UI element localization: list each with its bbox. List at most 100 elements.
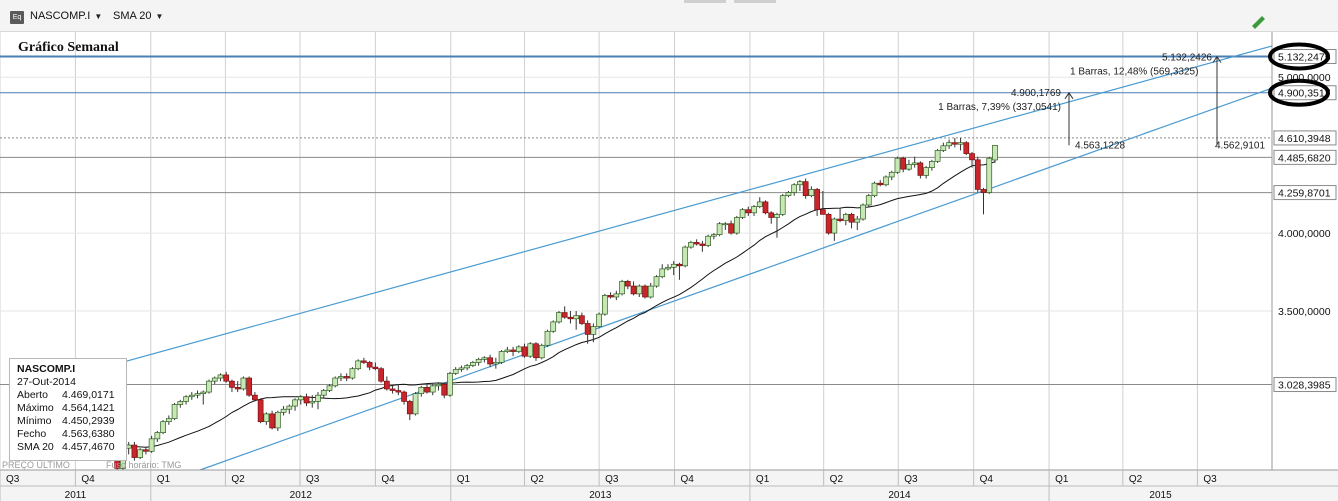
quarter-label: Q2 <box>231 474 245 485</box>
symbol-selector[interactable]: NASCOMP.I ▼ <box>30 10 102 22</box>
candle-up <box>842 214 849 221</box>
candle-down <box>630 285 637 295</box>
y-tick-box <box>1273 49 1337 65</box>
candle-up <box>923 167 929 176</box>
candle-up <box>458 367 465 370</box>
candle-up <box>320 390 327 396</box>
candle-up <box>206 380 212 393</box>
candle-up <box>550 321 557 332</box>
candle-down <box>487 357 493 365</box>
pencil-body <box>1252 16 1265 29</box>
info-row-label: Mínimo <box>17 415 52 427</box>
candle-up <box>556 312 562 323</box>
quarter-label: Q2 <box>830 474 844 485</box>
quarter-label: Q4 <box>980 474 994 485</box>
candle-down <box>584 323 591 335</box>
candle-down <box>974 159 981 190</box>
candle-up <box>200 391 207 394</box>
symbol-label: NASCOMP.I <box>30 10 91 22</box>
info-row-label: SMA 20 <box>17 441 54 453</box>
info-row-value: 4.457,4670 <box>62 441 115 453</box>
candle-down <box>642 285 648 298</box>
highlight-circle <box>1268 42 1330 71</box>
candle-up <box>986 157 993 193</box>
candle-up <box>911 162 918 165</box>
candle-up <box>315 394 321 402</box>
candle-up <box>711 234 717 237</box>
candle-up <box>791 184 798 193</box>
candle-up <box>165 418 172 423</box>
info-row-value: 4.469,0171 <box>62 389 115 401</box>
year-label: 2013 <box>589 490 612 501</box>
candle-down <box>762 201 769 214</box>
candle-up <box>183 396 189 402</box>
info-row-value: 4.563,6380 <box>62 428 115 440</box>
indicator-selector[interactable]: SMA 20 ▼ <box>113 10 163 22</box>
candle-up <box>475 358 482 363</box>
candle-up <box>934 150 941 162</box>
year-label: 2015 <box>1149 490 1172 501</box>
quarter-label: Q1 <box>157 474 171 485</box>
candle-up <box>722 223 729 226</box>
candle-up <box>883 176 889 186</box>
candle-up <box>619 281 625 295</box>
candle-up <box>309 401 316 404</box>
year-label: 2011 <box>65 490 87 501</box>
candle-down <box>814 189 820 211</box>
candle-up <box>946 142 952 147</box>
equity-symbol-icon: Eq <box>10 11 24 24</box>
candle-down <box>223 374 230 382</box>
y-tick-box <box>1273 185 1337 201</box>
candle-down <box>229 380 235 388</box>
candle-down <box>693 242 700 245</box>
info-row-label: Fecho <box>17 428 47 440</box>
y-tick-label: 5.000,0000 <box>1278 72 1331 84</box>
candle-down <box>252 394 258 401</box>
candle-up <box>527 343 534 357</box>
candle-up <box>154 432 161 440</box>
toolbar-tab-handle[interactable] <box>734 0 776 3</box>
candle-up <box>137 449 143 458</box>
candle-down <box>825 214 832 234</box>
price-type-label: PREÇO ÚLTIMO <box>2 460 70 470</box>
arrow-head-icon <box>1064 91 1074 100</box>
candle-down <box>401 391 407 402</box>
candle-up <box>515 346 522 352</box>
chevron-down-icon: ▼ <box>94 12 103 21</box>
candle-up <box>590 326 597 335</box>
candle-down <box>745 209 752 214</box>
measure-label: 1 Barras, 12,48% (569,3325) <box>1070 67 1198 78</box>
candle-up <box>808 189 815 197</box>
arrow-head-icon <box>1212 55 1222 63</box>
candle-up <box>447 373 453 396</box>
candle-up <box>177 401 184 405</box>
candle-up <box>573 315 580 320</box>
candle-up <box>682 246 689 267</box>
candle-up <box>211 377 218 382</box>
candle-down <box>802 181 809 197</box>
candle-up <box>292 399 298 407</box>
info-row: Mínimo 4.450,2939 <box>17 415 126 428</box>
candle-down <box>389 388 396 391</box>
candle-down <box>561 312 568 318</box>
candle-up <box>286 405 293 410</box>
candle-up <box>493 362 499 365</box>
candle-down <box>131 444 138 458</box>
candle-down <box>607 295 614 298</box>
candle-up <box>188 394 195 398</box>
candle-up <box>871 182 878 197</box>
y-tick-box <box>1273 377 1337 393</box>
candle-down <box>257 399 264 423</box>
candle-down <box>234 387 241 390</box>
quarter-label: Q4 <box>681 474 695 485</box>
toolbar-tab-handle[interactable] <box>684 0 726 3</box>
candle-down <box>917 162 924 176</box>
candle-down <box>579 315 585 324</box>
candle-down <box>676 263 683 267</box>
year-label: 2012 <box>290 490 313 501</box>
candle-up <box>240 377 247 390</box>
candle-up <box>148 438 155 452</box>
candle-down <box>820 209 826 215</box>
quarter-label: Q3 <box>1203 474 1217 485</box>
